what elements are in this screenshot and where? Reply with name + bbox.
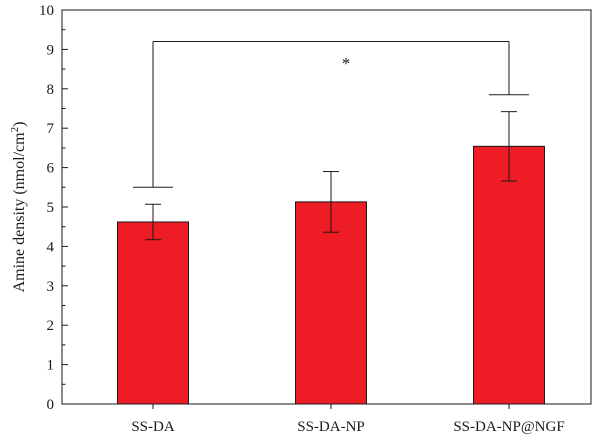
bar-ss-da [117,221,189,405]
y-axis-title: Amine density (nmol/cm2) [9,122,28,293]
y-tick-label: 3 [47,279,55,295]
y-tick-label: 1 [47,358,55,374]
x-tick-label: SS-DA-NP [297,419,365,435]
y-tick-label: 5 [47,200,55,216]
y-tick-label: 2 [47,318,55,334]
error-bars-group [145,111,517,241]
y-tick-label: 8 [47,82,55,98]
bar-ss-da-np-ngf [473,145,545,405]
significance-marker: * [342,54,351,73]
y-tick-label: 9 [47,42,55,58]
x-tick-label: SS-DA-NP@NGF [453,419,564,435]
y-tick-label: 7 [47,121,55,137]
y-axis: 0 1 2 3 4 5 6 7 8 9 10 [39,3,68,413]
y-tick-label: 0 [47,397,55,413]
y-tick-label: 4 [47,239,55,255]
y-axis-title-main: Amine density (nmol/cm [11,132,28,293]
y-tick-label: 6 [47,161,55,177]
y-tick-label: 10 [39,3,54,19]
y-axis-title-superscript: 2 [9,127,21,133]
x-axis-labels: SS-DA SS-DA-NP SS-DA-NP@NGF [131,404,565,435]
significance-bracket: * [133,41,529,188]
y-axis-title-end: ) [11,122,28,127]
x-tick-label: SS-DA [131,419,175,435]
bars-group [117,145,545,405]
